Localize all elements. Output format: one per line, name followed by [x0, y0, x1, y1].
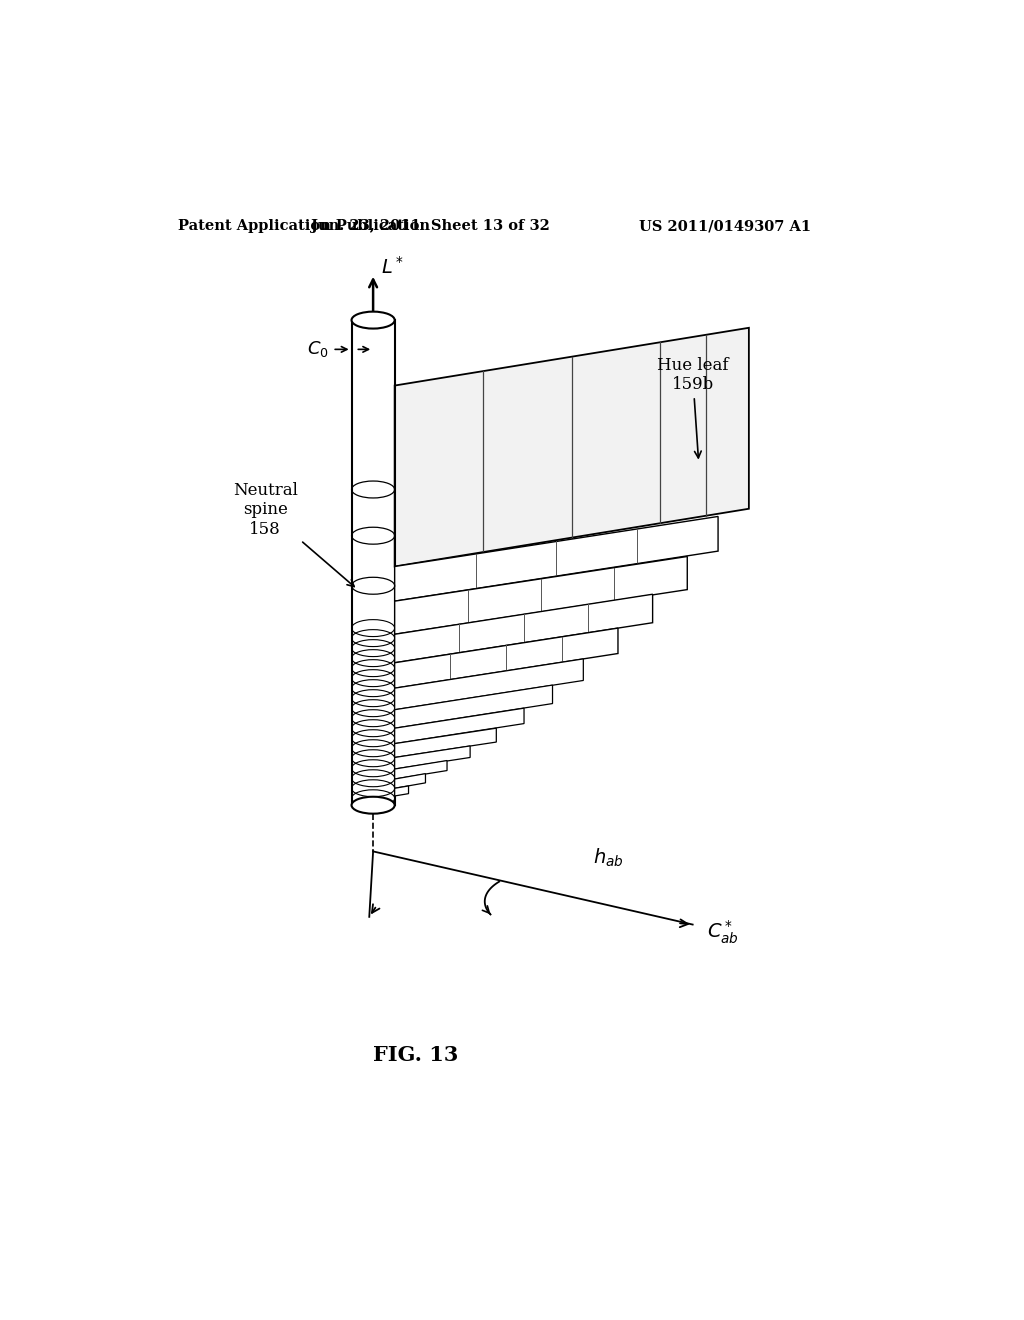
Polygon shape	[394, 760, 447, 779]
Text: Neutral
spine
158: Neutral spine 158	[232, 482, 354, 586]
Polygon shape	[394, 685, 553, 729]
Polygon shape	[394, 557, 687, 635]
Polygon shape	[394, 729, 497, 758]
Polygon shape	[394, 774, 425, 788]
Polygon shape	[394, 746, 470, 770]
Text: FIG. 13: FIG. 13	[373, 1045, 458, 1065]
Ellipse shape	[351, 797, 394, 813]
Polygon shape	[394, 516, 718, 601]
Text: $C_0$: $C_0$	[306, 339, 329, 359]
Text: US 2011/0149307 A1: US 2011/0149307 A1	[639, 219, 811, 234]
Ellipse shape	[351, 312, 394, 329]
Polygon shape	[394, 628, 617, 688]
Polygon shape	[394, 708, 524, 743]
Polygon shape	[394, 594, 652, 663]
Text: $L^*$: $L^*$	[381, 256, 404, 277]
Text: Jun. 23, 2011  Sheet 13 of 32: Jun. 23, 2011 Sheet 13 of 32	[311, 219, 550, 234]
Text: Hue leaf
159b: Hue leaf 159b	[657, 356, 728, 458]
Polygon shape	[394, 327, 749, 566]
Text: $C^*_{ab}$: $C^*_{ab}$	[707, 919, 738, 946]
Text: $h_{ab}$: $h_{ab}$	[593, 846, 624, 869]
Text: Patent Application Publication: Patent Application Publication	[178, 219, 430, 234]
Polygon shape	[394, 659, 584, 710]
Polygon shape	[394, 785, 409, 796]
